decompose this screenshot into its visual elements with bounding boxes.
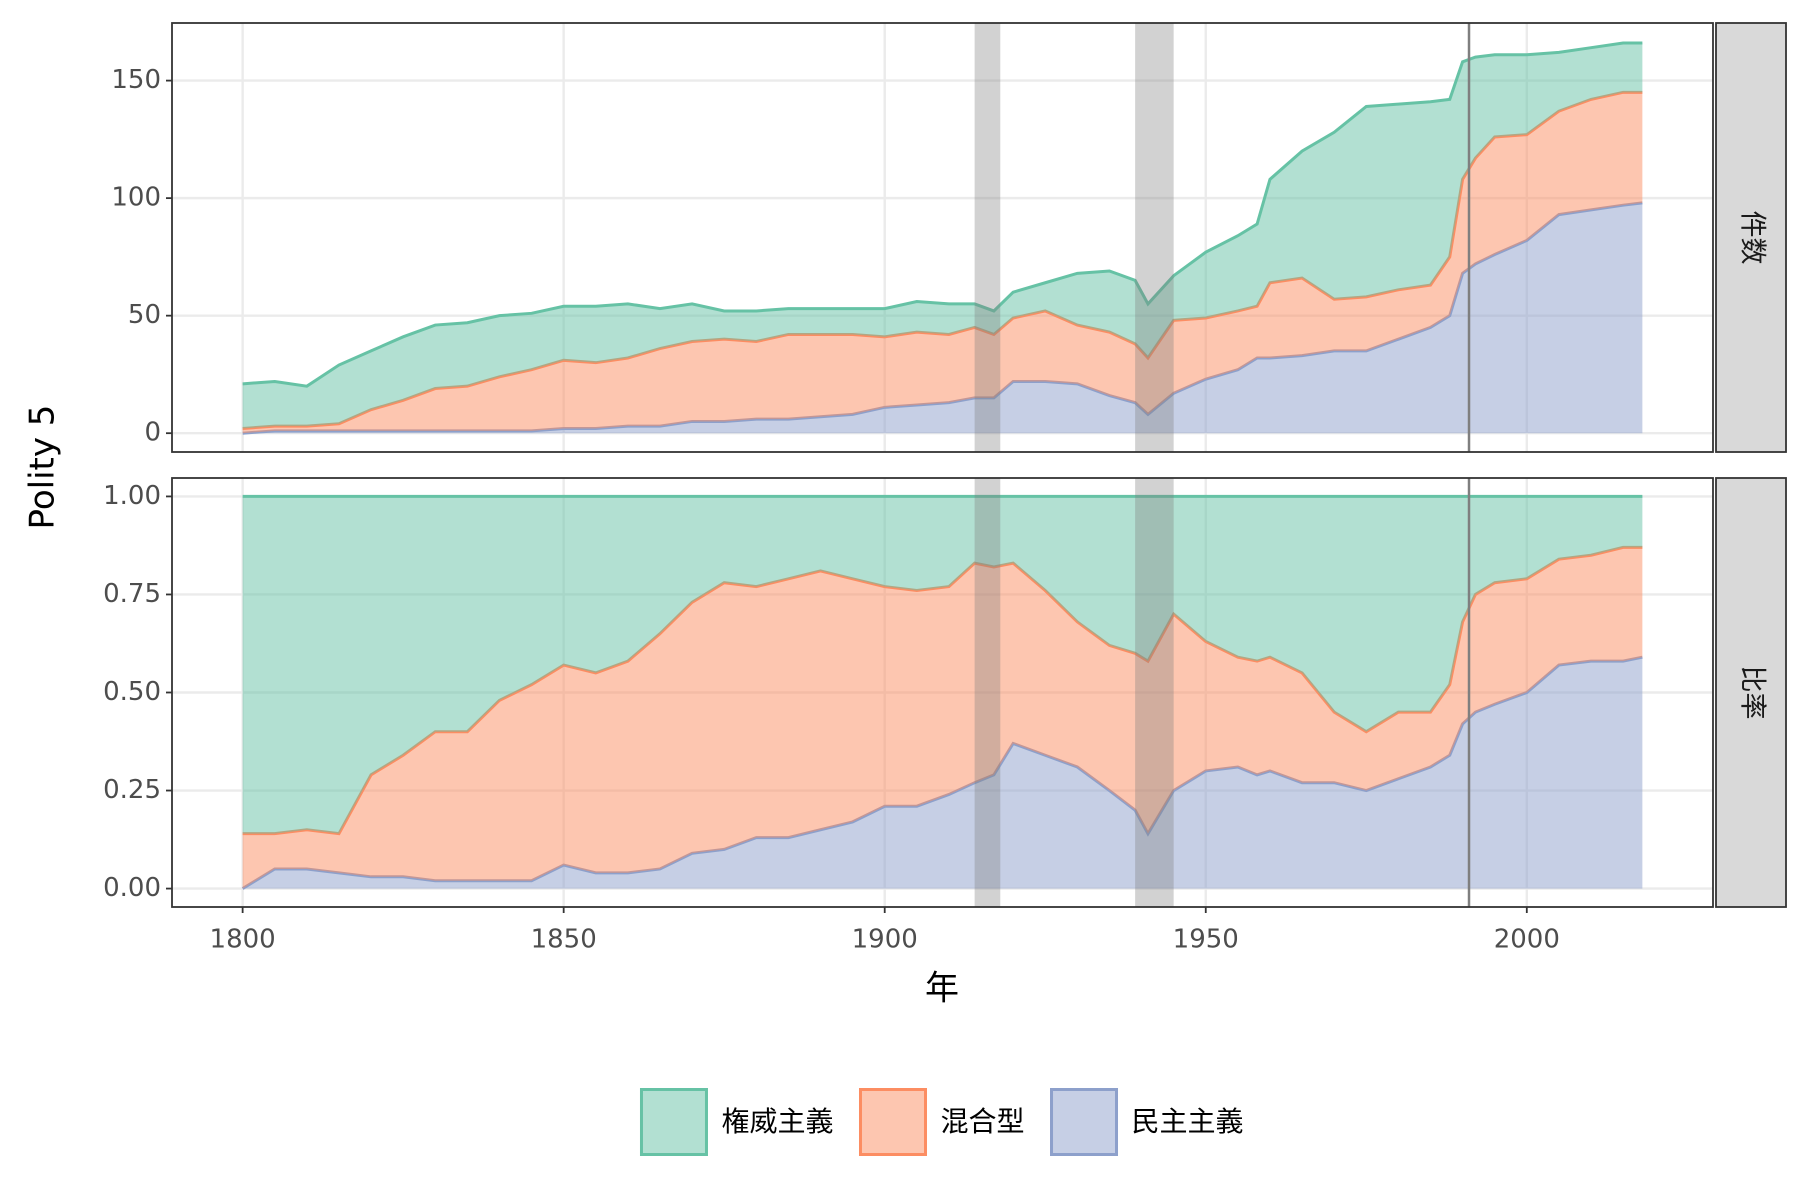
area — [242, 547, 1643, 889]
shaded-period — [1135, 23, 1174, 452]
area-line — [242, 41, 1643, 388]
y-tick-label: 0.00 — [103, 873, 161, 903]
y-tick-label: 0 — [144, 418, 161, 448]
x-tick-label: 1900 — [852, 925, 918, 955]
area — [242, 657, 1643, 889]
legend-label: 民主主義 — [1132, 1105, 1244, 1138]
x-axis-label: 年 — [925, 969, 959, 1009]
x-tick-label: 1950 — [1173, 925, 1239, 955]
shaded-period — [1135, 478, 1174, 907]
strip — [1715, 22, 1787, 453]
legend-key — [639, 1088, 708, 1156]
shaded-period — [974, 23, 1001, 452]
panel-border — [171, 22, 1714, 453]
y-tick-label: 1.00 — [103, 481, 161, 511]
y-tick-label: 100 — [111, 183, 161, 213]
y-tick-label: 0.75 — [103, 579, 161, 609]
legend-key — [858, 1088, 927, 1156]
area — [242, 92, 1643, 434]
y-tick-label: 50 — [128, 300, 161, 330]
area — [242, 496, 1643, 834]
y-tick-label: 0.25 — [103, 775, 161, 805]
legend-label: 混合型 — [940, 1105, 1024, 1138]
legend-key — [1050, 1088, 1119, 1156]
strip-label: 件数 — [1737, 211, 1768, 265]
area — [242, 202, 1643, 434]
strip — [1715, 477, 1787, 908]
x-tick-label: 1850 — [531, 925, 597, 955]
legend: 権威主義 混合型 民主主義 — [639, 1088, 1244, 1156]
x-tick-label: 1800 — [210, 925, 276, 955]
legend-label: 権威主義 — [721, 1105, 833, 1138]
y-axis-label: Polity 5 — [23, 405, 63, 530]
y-tick-label: 150 — [111, 65, 161, 95]
shaded-period — [974, 478, 1001, 907]
x-tick-label: 2000 — [1494, 925, 1560, 955]
area — [242, 42, 1643, 429]
strip-label: 比率 — [1737, 666, 1768, 720]
y-tick-label: 0.50 — [103, 677, 161, 707]
